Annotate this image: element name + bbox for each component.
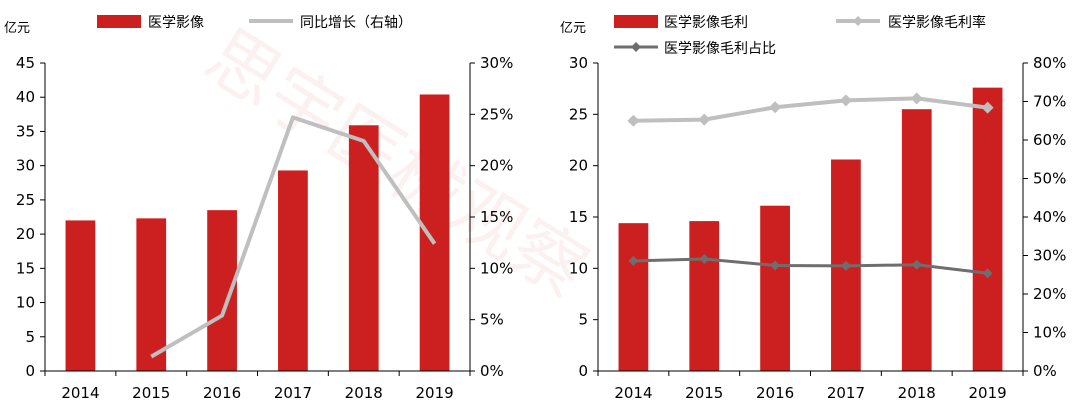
bar (901, 109, 932, 371)
bar (348, 125, 379, 371)
x-tick-label: 2014 (61, 384, 99, 402)
right-tick-label: 60% (1033, 131, 1066, 149)
left-tick-label: 20 (569, 157, 588, 175)
left-tick-label: 0 (25, 362, 35, 380)
bar (689, 221, 720, 371)
line-marker (698, 113, 711, 126)
right-tick-label: 10% (480, 259, 513, 277)
legend-swatch-bar (97, 15, 141, 28)
bar (65, 220, 96, 371)
right-tick-label: 10% (1033, 324, 1066, 342)
right-tick-label: 30% (1033, 247, 1066, 265)
bar (278, 170, 308, 371)
right-tick-label: 50% (1033, 170, 1066, 188)
bar (419, 94, 450, 372)
chart-1-revenue: 亿元 医学影像 同比增长（右轴） 0 5 10 15 20 25 30 35 40 45 0% 5% 1… (4, 15, 513, 402)
legend-label-margin: 医学影像毛利率 (888, 14, 986, 31)
right-tick-label: 70% (1033, 93, 1066, 111)
bar (136, 218, 167, 371)
x-tick-label: 2014 (614, 384, 652, 402)
chart-2-legend: 医学影像毛利 医学影像毛利率 医学影像毛利占比 (614, 14, 986, 57)
chart-2-gross-profit: 亿元 医学影像毛利 医学影像毛利率 医学影像毛利占比 0 5 10 15 20 25 30 0… (560, 14, 1066, 402)
legend-label-share: 医学影像毛利占比 (664, 41, 776, 57)
legend-label-gross-profit: 医学影像毛利 (664, 15, 748, 31)
right-tick-label: 0% (480, 362, 504, 380)
legend-marker-margin (853, 16, 863, 26)
x-tick-label: 2018 (345, 384, 383, 402)
line-marker (769, 101, 782, 114)
right-tick-label: 20% (480, 157, 513, 175)
x-tick-label: 2019 (968, 384, 1006, 402)
chart-1-unit-label: 亿元 (4, 21, 30, 36)
chart-1-legend: 医学影像 同比增长（右轴） (97, 15, 412, 31)
x-tick-label: 2015 (132, 384, 170, 402)
right-tick-label: 25% (480, 105, 513, 123)
legend-swatch-bar (614, 15, 658, 28)
line-marker (910, 92, 923, 105)
left-tick-label: 15 (16, 259, 35, 277)
line-marker (839, 94, 852, 107)
left-tick-label: 30 (569, 54, 588, 72)
right-tick-label: 5% (480, 311, 504, 329)
line-marker (699, 253, 710, 264)
line-marker (627, 114, 640, 127)
series-line (150, 115, 437, 359)
line-marker (770, 260, 781, 271)
legend-marker-share (631, 42, 641, 52)
left-tick-label: 0 (578, 362, 588, 380)
x-tick-label: 2017 (827, 384, 865, 402)
series-line (633, 96, 988, 123)
right-tick-label: 20% (1033, 285, 1066, 303)
left-tick-label: 10 (569, 259, 588, 277)
left-tick-label: 25 (569, 105, 588, 123)
left-tick-label: 45 (16, 54, 35, 72)
x-tick-label: 2017 (274, 384, 312, 402)
left-tick-label: 25 (16, 191, 35, 209)
left-tick-label: 35 (16, 122, 35, 140)
chart-2-unit-label: 亿元 (560, 21, 586, 36)
line-marker (840, 260, 851, 271)
watermark: 思宇医械观察 (191, 13, 602, 313)
line-marker (628, 255, 639, 266)
line-marker (982, 268, 993, 279)
line-marker (911, 259, 922, 270)
legend-label-growth: 同比增长（右轴） (300, 15, 412, 31)
right-tick-label: 0% (1033, 362, 1057, 380)
x-tick-label: 2018 (898, 384, 936, 402)
left-tick-label: 20 (16, 225, 35, 243)
left-tick-label: 40 (16, 88, 35, 106)
right-tick-label: 30% (480, 54, 513, 72)
left-tick-label: 5 (578, 311, 588, 329)
left-tick-label: 5 (25, 328, 35, 346)
left-tick-label: 15 (569, 208, 588, 226)
right-tick-label: 40% (1033, 208, 1066, 226)
line-marker (981, 101, 994, 114)
left-tick-label: 30 (16, 157, 35, 175)
x-tick-label: 2016 (756, 384, 794, 402)
x-tick-label: 2015 (685, 384, 723, 402)
right-tick-label: 15% (480, 208, 513, 226)
legend-label-revenue: 医学影像 (148, 15, 204, 31)
right-tick-label: 80% (1033, 54, 1066, 72)
bar (972, 87, 1003, 371)
bar (760, 205, 790, 371)
left-tick-label: 10 (16, 294, 35, 312)
series-line (633, 257, 988, 275)
x-tick-label: 2016 (203, 384, 241, 402)
bar (618, 223, 649, 371)
x-tick-label: 2019 (415, 384, 453, 402)
